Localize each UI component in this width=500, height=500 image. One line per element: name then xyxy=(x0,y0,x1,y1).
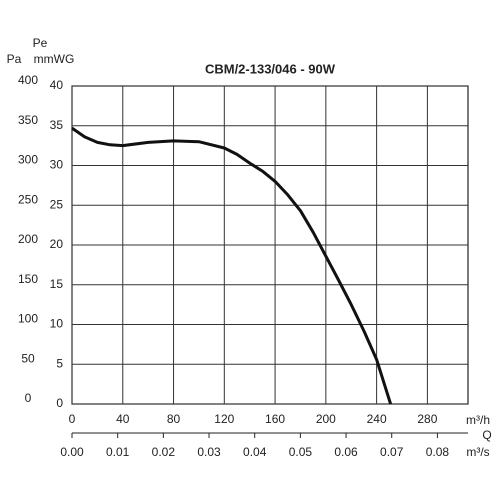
x-tick-label: 160 xyxy=(265,412,285,426)
y2-tick-label: 40 xyxy=(50,78,64,92)
x-tick-label: 120 xyxy=(214,412,234,426)
y-tick-label: 100 xyxy=(18,312,38,326)
x2-tick-label: 0.03 xyxy=(197,445,221,459)
x2-tick-label: 0.05 xyxy=(289,445,313,459)
x-tick-label: 200 xyxy=(316,412,336,426)
y2-tick-label: 0 xyxy=(56,396,63,410)
y-tick-label: 0 xyxy=(25,391,32,405)
x-axis-label-main: Q xyxy=(482,428,491,442)
y2-tick-label: 35 xyxy=(50,118,64,132)
x-tick-label: 280 xyxy=(417,412,437,426)
x2-tick-label: 0.08 xyxy=(426,445,450,459)
y-tick-label: 300 xyxy=(18,153,38,167)
x2-tick-label: 0.00 xyxy=(60,445,84,459)
y-tick-label: 200 xyxy=(18,232,38,246)
y2-axis-label: mmWG xyxy=(34,52,75,66)
y2-tick-label: 10 xyxy=(50,317,64,331)
x-axis-label: m³/h xyxy=(466,413,490,427)
x2-tick-label: 0.01 xyxy=(106,445,130,459)
x-tick-label: 240 xyxy=(367,412,387,426)
y-tick-label: 400 xyxy=(18,73,38,87)
y2-tick-label: 30 xyxy=(50,158,64,172)
y2-tick-label: 25 xyxy=(50,197,64,211)
y-tick-label: 350 xyxy=(18,113,38,127)
x-tick-label: 40 xyxy=(116,412,130,426)
x-tick-label: 80 xyxy=(167,412,181,426)
y-tick-label: 250 xyxy=(18,192,38,206)
x2-tick-label: 0.06 xyxy=(334,445,358,459)
chart-title: CBM/2-133/046 - 90W xyxy=(205,61,336,76)
x2-tick-label: 0.02 xyxy=(152,445,176,459)
x2-axis-label: m³/s xyxy=(466,445,489,459)
x2-tick-label: 0.04 xyxy=(243,445,267,459)
x-tick-label: 0 xyxy=(69,412,76,426)
y-axis-label: Pa xyxy=(7,52,22,66)
y2-tick-label: 5 xyxy=(56,356,63,370)
y2-tick-label: 15 xyxy=(50,277,64,291)
y-tick-label: 150 xyxy=(18,272,38,286)
curve xyxy=(71,126,393,405)
x2-tick-label: 0.07 xyxy=(380,445,404,459)
y-tick-label: 50 xyxy=(21,351,35,365)
y2-axis-label-top: Pe xyxy=(33,36,48,50)
y2-tick-label: 20 xyxy=(50,237,64,251)
